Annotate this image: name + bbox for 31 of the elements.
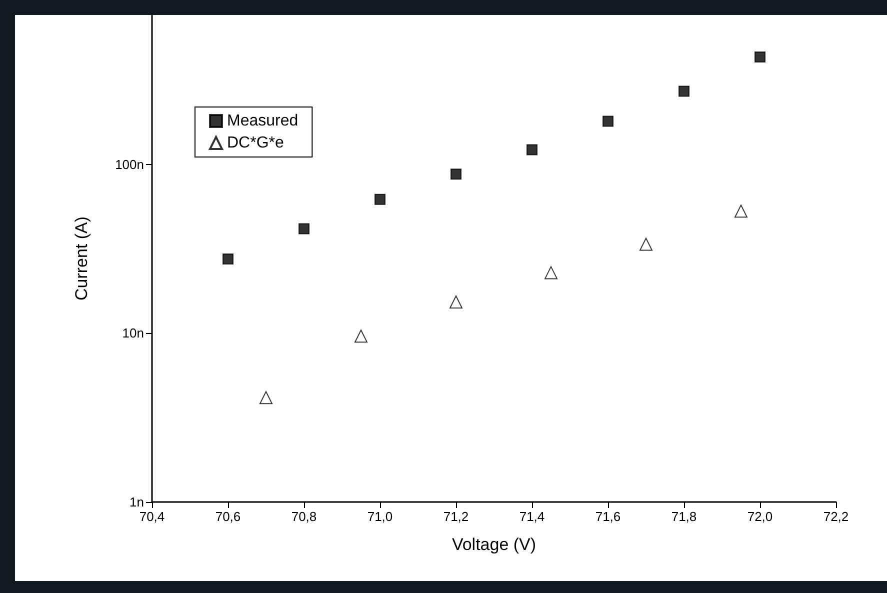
- x-tick-label: 71,6: [595, 509, 621, 524]
- point: [354, 330, 368, 343]
- x-tick-label: 71,8: [671, 509, 697, 524]
- y-tick-label: 10n: [122, 326, 144, 341]
- point: [298, 223, 310, 234]
- point: [678, 86, 690, 97]
- x-tick-label: 71,2: [443, 509, 469, 524]
- x-tick-label: 70,8: [291, 509, 317, 524]
- point: [450, 168, 462, 180]
- y-tick-label: 100n: [115, 156, 144, 172]
- x-tick-label: 72,2: [823, 509, 849, 524]
- point: [734, 204, 748, 218]
- point: [544, 266, 558, 280]
- x-axis-title: Voltage (V): [452, 535, 536, 554]
- point: [754, 52, 766, 62]
- point: [602, 116, 614, 127]
- x-tick-label: 72,0: [747, 509, 773, 524]
- x-tick-label: 71,4: [519, 509, 545, 524]
- y-axis-title: Current (A): [72, 216, 91, 301]
- point: [450, 295, 462, 308]
- point: [222, 253, 234, 264]
- legend-label: DC*G*e: [227, 134, 284, 152]
- x-tick-label: 70,6: [215, 509, 241, 524]
- point: [374, 194, 386, 205]
- point: [260, 391, 272, 404]
- x-tick-label: 71,0: [367, 509, 393, 524]
- point: [640, 238, 652, 251]
- legend-label: Measured: [227, 112, 298, 130]
- x-tick-label: 70,4: [139, 509, 165, 524]
- y-tick-label: 1n: [130, 494, 144, 510]
- point: [526, 144, 538, 156]
